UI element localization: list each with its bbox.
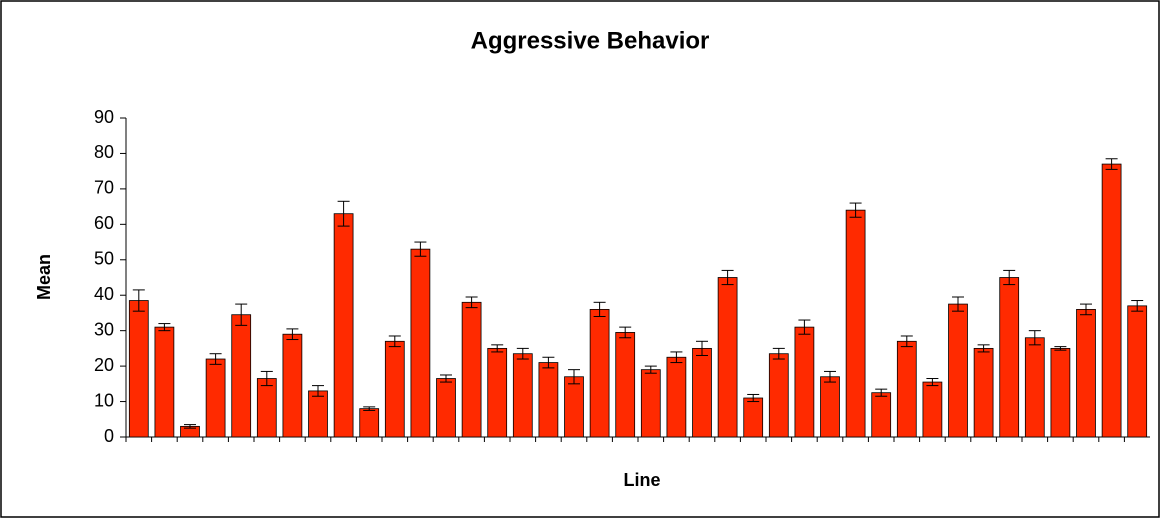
bar [768, 353, 789, 438]
bar [359, 408, 380, 438]
error-bar [568, 369, 580, 385]
error-bar [260, 370, 273, 387]
bar [384, 340, 405, 438]
error-bar [516, 347, 529, 360]
bar [1076, 308, 1096, 438]
y-tick-label: 50 [94, 249, 114, 269]
error-bar [209, 353, 222, 365]
bar [410, 248, 431, 438]
error-bar [132, 289, 145, 312]
bar [512, 353, 533, 438]
y-tick-label: 70 [94, 178, 114, 198]
error-bar [286, 328, 299, 341]
bar [615, 332, 636, 438]
error-bar [977, 344, 990, 353]
error-bar [465, 296, 478, 309]
bar [820, 376, 840, 438]
error-bar [696, 340, 708, 356]
bar [1050, 347, 1071, 438]
error-bar [798, 319, 811, 335]
y-tick-label: 20 [94, 355, 114, 375]
bar [231, 314, 252, 438]
error-bar [235, 303, 248, 326]
x-axis-label: Line [623, 470, 660, 490]
bar [589, 308, 610, 438]
error-bar [593, 301, 606, 317]
bar [896, 340, 917, 438]
bar [794, 326, 815, 438]
bar [436, 378, 456, 438]
bar [154, 326, 175, 438]
bar [948, 303, 968, 438]
error-bar [1105, 158, 1118, 170]
error-bar [747, 393, 760, 403]
bar [1101, 163, 1122, 438]
bar [205, 358, 226, 438]
chart-title: Aggressive Behavior [471, 27, 710, 54]
error-bar [363, 406, 376, 411]
bar [1127, 305, 1148, 438]
error-bar [542, 356, 555, 369]
error-bar [670, 351, 683, 364]
error-bar [158, 323, 171, 332]
error-bar [824, 370, 836, 383]
error-bar [619, 326, 632, 339]
error-bar [312, 385, 324, 397]
error-bar [388, 335, 401, 348]
y-axis-label: Mean [34, 254, 54, 300]
error-bar [184, 424, 196, 429]
y-tick-label: 60 [94, 213, 114, 233]
bar [538, 362, 559, 438]
bar [461, 301, 482, 438]
y-tick-label: 90 [94, 107, 114, 127]
error-bar [1028, 330, 1041, 346]
error-bar [414, 241, 427, 257]
bar [333, 213, 354, 438]
bar [564, 376, 584, 438]
error-bar [721, 269, 734, 286]
y-tick-label: 40 [94, 284, 114, 304]
error-bar [875, 388, 888, 397]
bar [717, 277, 738, 438]
error-bar [926, 378, 939, 387]
y-tick-label: 0 [104, 426, 114, 446]
bar [487, 347, 508, 438]
bar [666, 356, 687, 438]
error-bar [1131, 300, 1144, 312]
bar [640, 369, 661, 438]
bar [922, 381, 943, 438]
y-tick-label: 80 [94, 142, 114, 162]
bar [128, 300, 149, 438]
bar [282, 333, 303, 438]
bar [743, 397, 764, 438]
bar [1024, 337, 1045, 438]
error-bar [1003, 269, 1016, 286]
error-bar [337, 200, 350, 227]
error-bar [900, 335, 913, 348]
bar [871, 392, 892, 438]
error-bar [772, 347, 785, 360]
bar [973, 347, 994, 438]
bar [999, 277, 1020, 438]
y-tick-label: 10 [94, 390, 114, 410]
error-bar [491, 344, 504, 353]
error-bar [952, 296, 964, 312]
bar [692, 347, 712, 438]
y-tick-label: 30 [94, 319, 114, 339]
error-bar [644, 365, 657, 374]
error-bar [1080, 303, 1092, 316]
error-bar [1054, 346, 1067, 351]
error-bar [849, 202, 862, 218]
bar [256, 378, 277, 438]
error-bar [440, 374, 452, 383]
bar [308, 390, 328, 438]
bar [845, 209, 866, 438]
